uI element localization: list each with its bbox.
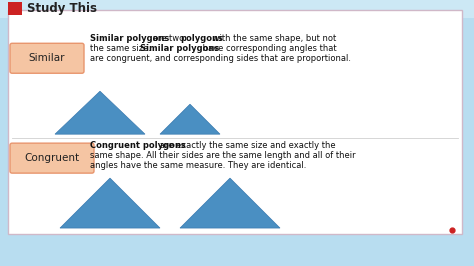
FancyBboxPatch shape xyxy=(10,43,84,73)
Text: angles have the same measure. They are identical.: angles have the same measure. They are i… xyxy=(90,161,306,170)
Text: Similar polygons: Similar polygons xyxy=(140,44,219,53)
Text: polygons: polygons xyxy=(180,34,223,43)
Text: Congruent polygons: Congruent polygons xyxy=(90,141,186,150)
Text: are two: are two xyxy=(150,34,187,43)
FancyBboxPatch shape xyxy=(10,143,94,173)
Text: Similar polygons: Similar polygons xyxy=(90,34,169,43)
Text: Congruent: Congruent xyxy=(25,153,80,163)
Text: same shape. All their sides are the same length and all of their: same shape. All their sides are the same… xyxy=(90,151,356,160)
Text: have corresponding angles that: have corresponding angles that xyxy=(200,44,337,53)
Polygon shape xyxy=(55,91,145,134)
Text: are congruent, and corresponding sides that are proportional.: are congruent, and corresponding sides t… xyxy=(90,54,351,63)
FancyBboxPatch shape xyxy=(8,2,22,15)
Polygon shape xyxy=(160,104,220,134)
Text: are exactly the same size and exactly the: are exactly the same size and exactly th… xyxy=(157,141,336,150)
Text: Study This: Study This xyxy=(27,2,97,15)
Text: with the same shape, but not: with the same shape, but not xyxy=(210,34,337,43)
Text: the same size.: the same size. xyxy=(90,44,154,53)
Polygon shape xyxy=(180,178,280,228)
FancyBboxPatch shape xyxy=(0,0,474,18)
FancyBboxPatch shape xyxy=(8,10,462,234)
Polygon shape xyxy=(60,178,160,228)
Text: Similar: Similar xyxy=(29,53,65,63)
